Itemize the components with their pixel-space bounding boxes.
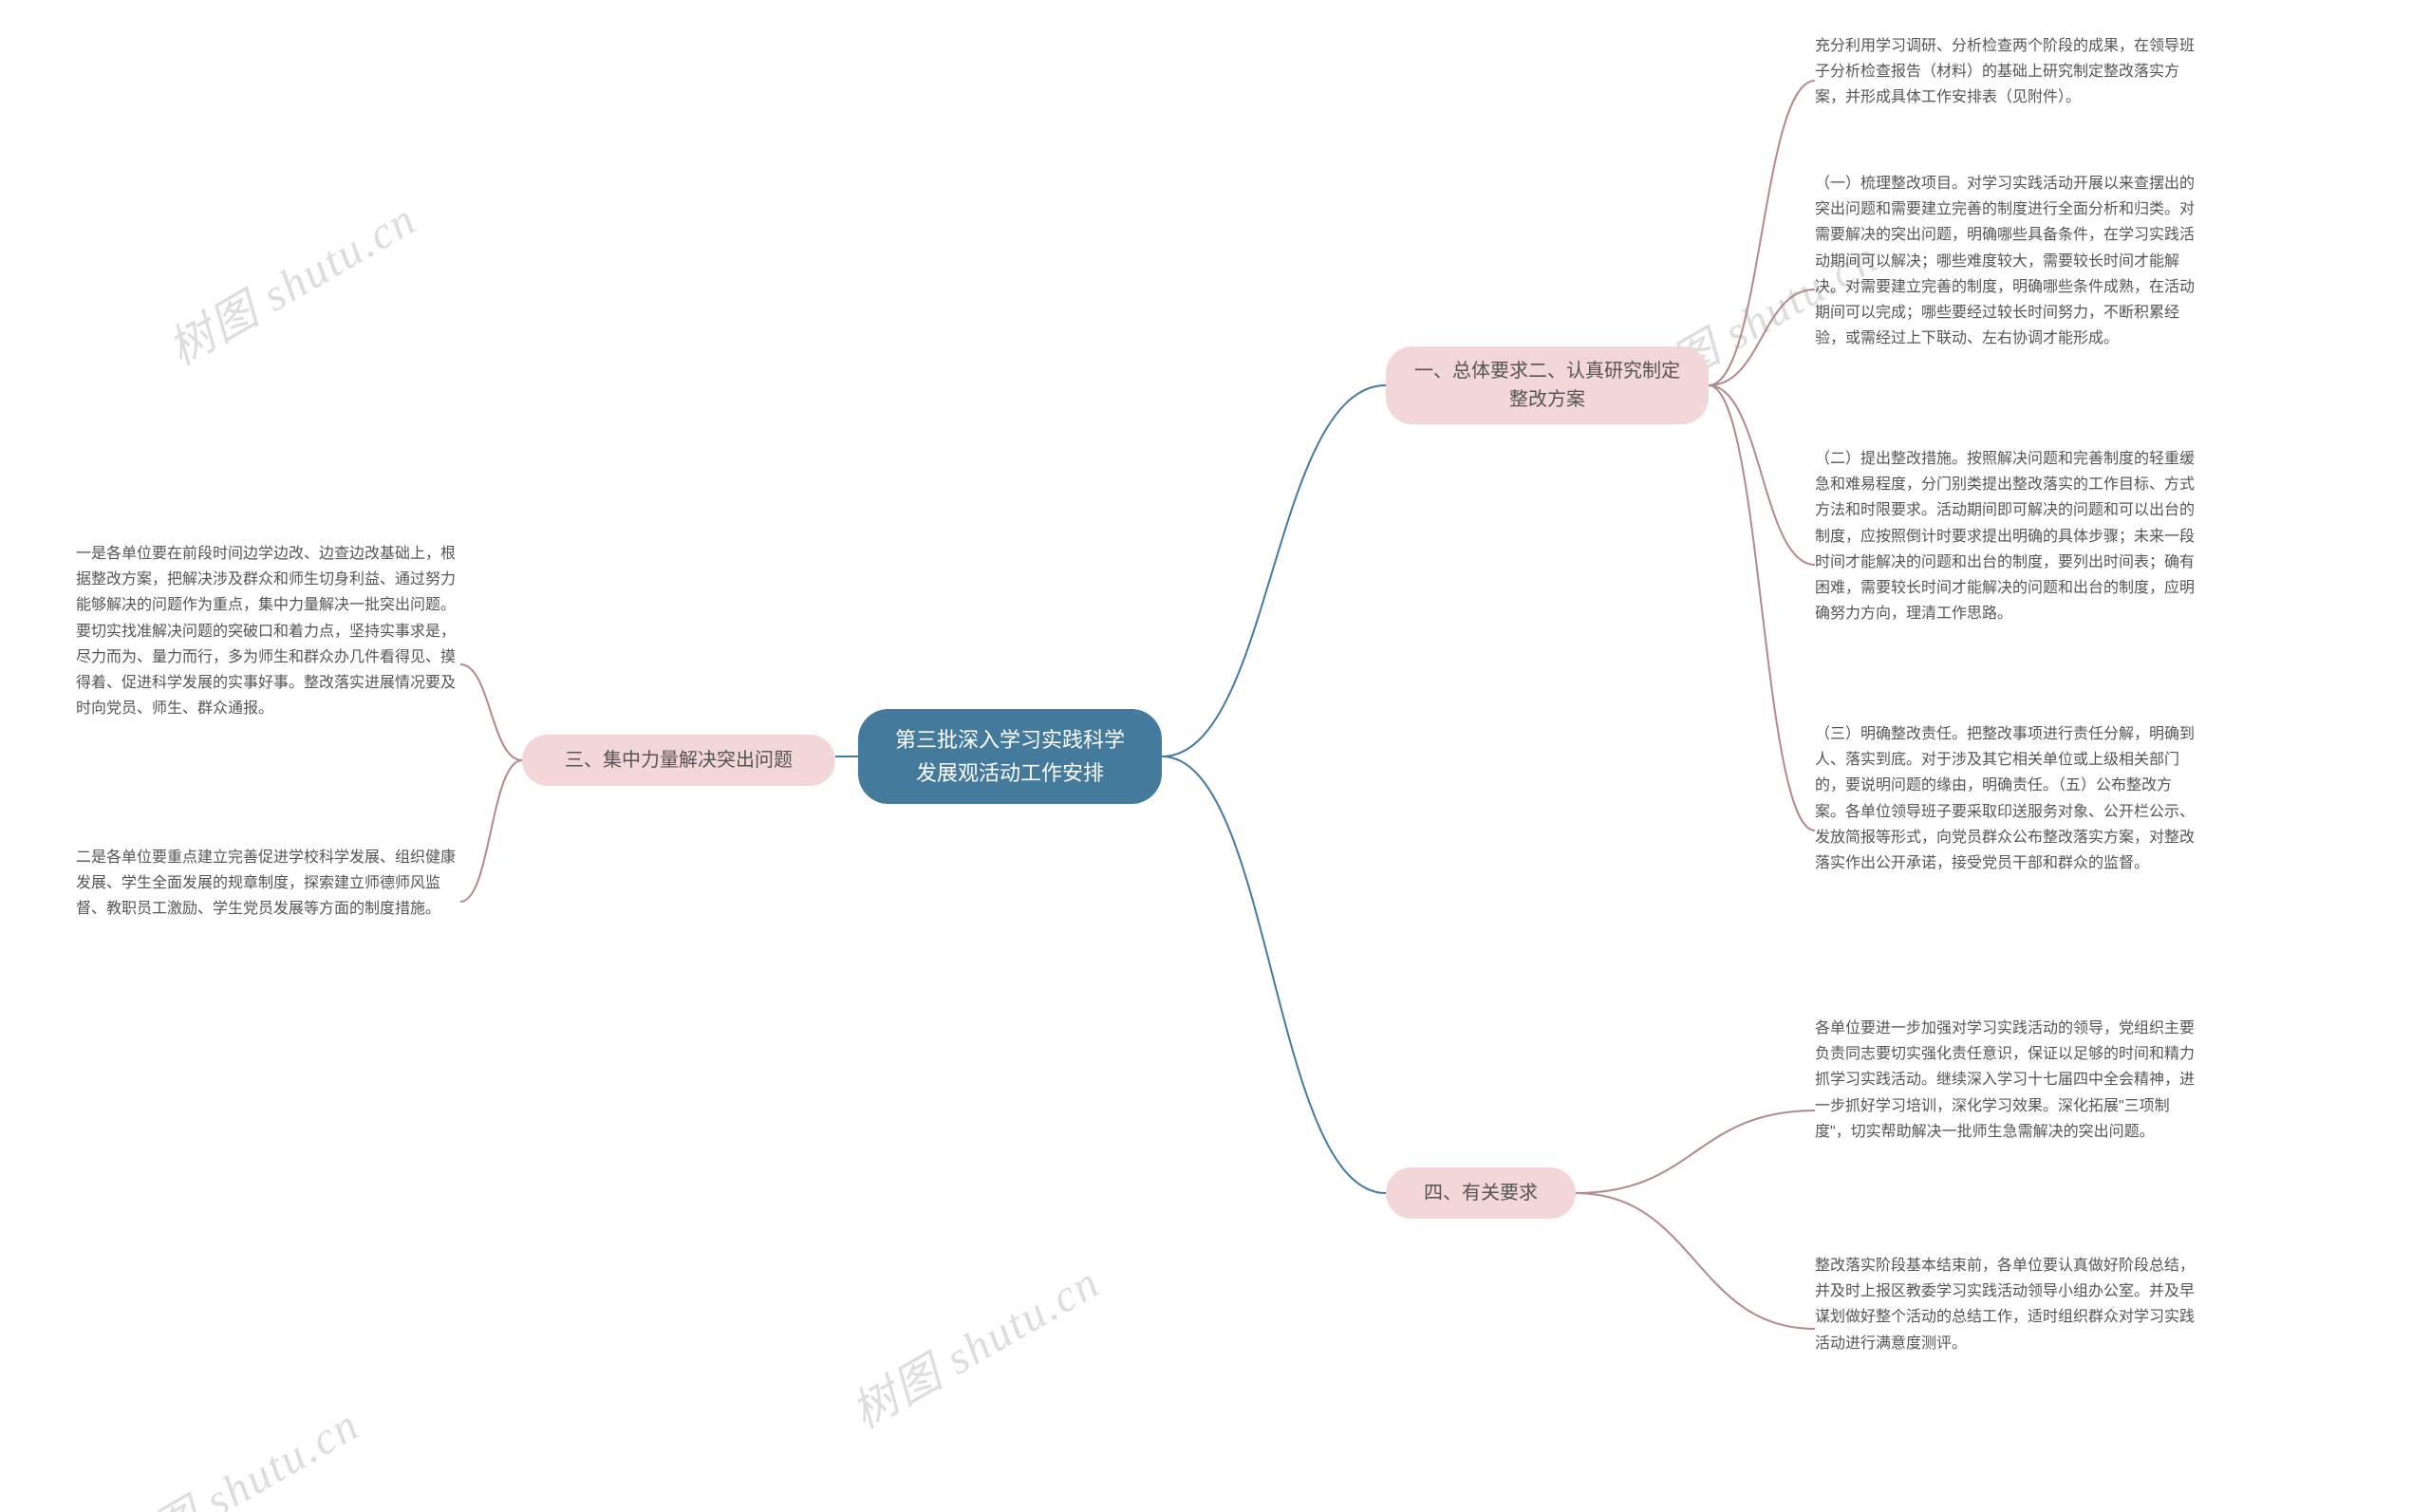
mindmap-canvas: 树图 shutu.cn 树图 shutu.cn 树图 shutu.cn 树图 s… — [0, 0, 2430, 1512]
edge-layer-2 — [0, 0, 2430, 1512]
